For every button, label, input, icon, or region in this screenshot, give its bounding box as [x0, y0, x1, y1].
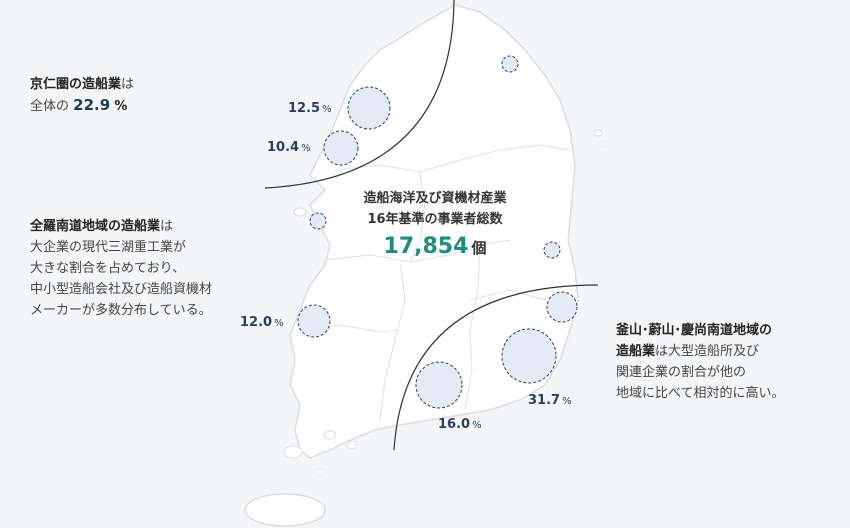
- busan-line: 地域に比べて相対的に高い。: [616, 386, 785, 401]
- pct-value: 31.7: [528, 393, 561, 408]
- divider-curve-south: [393, 284, 599, 451]
- pct-symbol: %: [274, 318, 284, 329]
- busan-line: 関連企業の割合が他の: [616, 365, 747, 380]
- gyeonggi-lead: 京仁圏の造船業: [30, 77, 122, 92]
- busan-lead2: 造船業: [616, 344, 656, 359]
- jeolla-line: メーカーが多数分布している。: [30, 303, 212, 318]
- pct-label-incheon: 10.4%: [267, 140, 311, 155]
- pct-label-gyeongnam: 31.7%: [528, 393, 572, 408]
- bubble-seoul: [347, 86, 391, 130]
- pct-symbol: %: [472, 420, 482, 431]
- gyeonggi-note: 京仁圏の造船業は 全体の 22.9 %: [30, 74, 134, 117]
- jeolla-line: 中小型造船会社及び造船資機材: [30, 282, 213, 297]
- jeolla-line: 大企業の現代三湖重工業が: [30, 240, 187, 255]
- bubble-gangwon: [501, 55, 519, 73]
- divider-curve-north: [264, 0, 455, 189]
- jeolla-line: 大きな割合を占めており、: [30, 261, 186, 276]
- busan-note: 釜山･蔚山･慶尚南道地域の 造船業は大型造船所及び 関連企業の割合が他の 地域に…: [616, 320, 784, 404]
- bubble-gyeongnam: [501, 328, 557, 384]
- gyeonggi-line2-prefix: 全体の: [30, 99, 70, 114]
- pct-label-jeonbuk: 12.0%: [240, 315, 284, 330]
- pct-value: 12.0: [240, 315, 273, 330]
- gyeonggi-percent: 22.9: [73, 96, 111, 114]
- pct-value: 10.4: [267, 140, 300, 155]
- jeolla-suffix: は: [160, 219, 174, 234]
- bubble-incheon: [323, 130, 359, 166]
- center-title-line1: 造船海洋及び資機材産業: [363, 191, 507, 206]
- busan-suffix: は大型造船所及び: [655, 344, 760, 359]
- pct-symbol: %: [301, 143, 311, 154]
- pct-value: 16.0: [438, 417, 471, 432]
- gyeonggi-percent-symbol: %: [114, 99, 128, 114]
- bubble-ulsan: [546, 291, 578, 323]
- bubble-gyeongbuk: [543, 241, 561, 259]
- pct-label-seoul: 12.5%: [288, 101, 332, 116]
- pct-value: 12.5: [288, 101, 321, 116]
- pct-symbol: %: [562, 396, 572, 407]
- bubble-chungnam: [309, 212, 327, 230]
- busan-lead: 釜山･蔚山･慶尚南道地域の: [616, 323, 773, 338]
- jeolla-lead: 全羅南道地域の造船業: [30, 219, 161, 234]
- center-stat: 造船海洋及び資機材産業 16年基準の事業者総数 17,854 個: [320, 188, 550, 260]
- pct-label-jeonnam: 16.0%: [438, 417, 482, 432]
- center-title-line2: 16年基準の事業者総数: [367, 212, 503, 227]
- gyeonggi-suffix: は: [121, 77, 135, 92]
- total-unit: 個: [471, 239, 487, 257]
- total-count: 17,854: [383, 234, 469, 259]
- jeolla-note: 全羅南道地域の造船業は 大企業の現代三湖重工業が 大きな割合を占めており、 中小…: [30, 216, 212, 321]
- pct-symbol: %: [322, 104, 332, 115]
- jeju-island: [244, 493, 326, 527]
- bubble-jeonbuk: [297, 304, 331, 338]
- bubble-jeonnam: [415, 361, 463, 409]
